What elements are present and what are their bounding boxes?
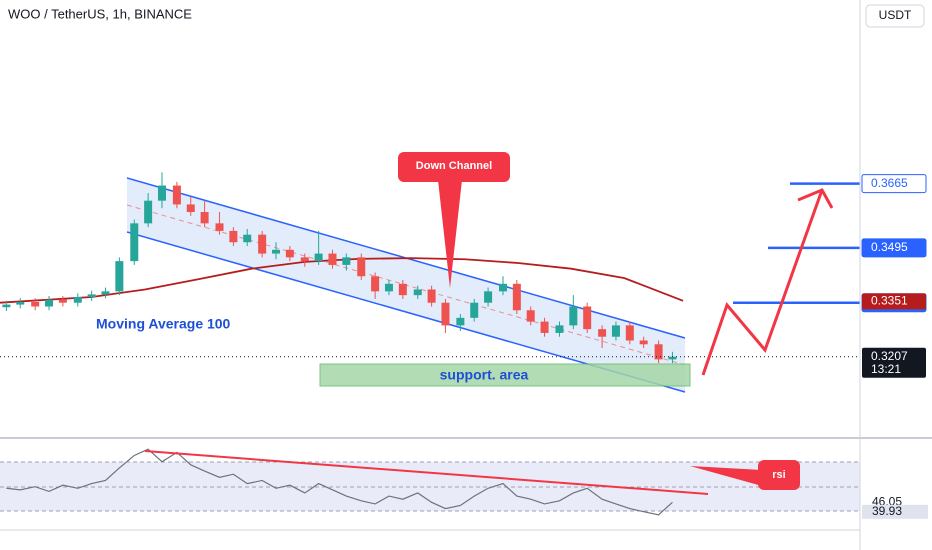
- candle-body: [371, 276, 380, 292]
- level-badge: [861, 238, 927, 258]
- last-price-label: 0.3207: [871, 349, 908, 363]
- currency: USDT: [879, 8, 912, 22]
- candle-body: [357, 257, 366, 277]
- candle-body: [498, 283, 507, 292]
- candle-body: [300, 257, 309, 262]
- countdown: 13:21: [871, 362, 901, 376]
- candle-body: [272, 249, 281, 254]
- candle-body: [668, 356, 677, 360]
- chart-title: WOO / TetherUS, 1h, BINANCE: [8, 6, 192, 21]
- candle-body: [555, 325, 564, 333]
- candle-body: [2, 304, 11, 308]
- candle-body: [427, 289, 436, 303]
- candle-body: [101, 291, 110, 295]
- candle-body: [583, 306, 592, 330]
- candle-body: [384, 283, 393, 292]
- candle-body: [639, 340, 648, 345]
- candle-body: [470, 302, 479, 318]
- candle-body: [456, 317, 465, 326]
- candle-body: [413, 289, 422, 296]
- rsi-trendline: [144, 450, 709, 495]
- candle-body: [258, 234, 267, 254]
- candle-body: [654, 344, 663, 360]
- ma-badge-label: 0.3351: [871, 294, 908, 308]
- candle-body: [215, 223, 224, 231]
- callout-text: Down Channel: [416, 160, 492, 172]
- candle-body: [144, 200, 153, 224]
- candle-body: [243, 234, 252, 243]
- candle-body: [58, 299, 67, 303]
- currency-box: [865, 4, 925, 28]
- candle-body: [130, 223, 139, 262]
- candle-body: [398, 283, 407, 296]
- candle-body: [569, 306, 578, 326]
- candle-body: [441, 302, 450, 326]
- candle-body: [115, 261, 124, 292]
- candle-body: [285, 249, 294, 258]
- axis: 46.0539.930.36650.34950.33500.33510.3207…: [861, 174, 928, 519]
- candle-body: [229, 230, 238, 243]
- candle-body: [611, 325, 620, 337]
- candle-body: [157, 185, 166, 201]
- level-label: 0.3665: [871, 176, 908, 190]
- forecast-arrowhead: [797, 188, 834, 209]
- candle-body: [172, 185, 181, 205]
- support-label: support. area: [440, 367, 529, 383]
- rsi-callout-box: [758, 460, 800, 490]
- candle-body: [484, 291, 493, 303]
- last-price-badge: [862, 347, 926, 378]
- forecast-path: [701, 189, 824, 376]
- rsi-line: [6, 448, 673, 516]
- rsi-callout-text: rsi: [772, 469, 785, 481]
- level-badge: [861, 174, 927, 194]
- ma-label: Moving Average 100: [96, 316, 231, 332]
- candle-body: [45, 299, 54, 307]
- candle-body: [87, 294, 96, 298]
- candle-body: [31, 301, 40, 307]
- candle-body: [540, 321, 549, 333]
- candle-body: [598, 329, 607, 337]
- ma-badge: [862, 293, 926, 310]
- candle-body: [73, 297, 82, 303]
- candle-body: [342, 257, 351, 265]
- support-area: [319, 363, 691, 387]
- callout-box: [398, 152, 510, 182]
- candle-body: [625, 325, 634, 341]
- rsi-badge-label: 39.93: [872, 504, 902, 518]
- candle-body: [512, 283, 521, 311]
- candle-body: [186, 204, 195, 213]
- candle-body: [328, 253, 337, 265]
- candle-body: [16, 301, 25, 305]
- rsi-callout-pointer: [690, 466, 762, 486]
- rsi-badge: [862, 504, 928, 519]
- candle-body: [200, 212, 209, 224]
- marks: [0, 172, 860, 516]
- candle-body: [314, 253, 323, 262]
- candle-body: [526, 310, 535, 322]
- level-label: 0.3495: [871, 240, 908, 254]
- callout-pointer: [438, 180, 462, 288]
